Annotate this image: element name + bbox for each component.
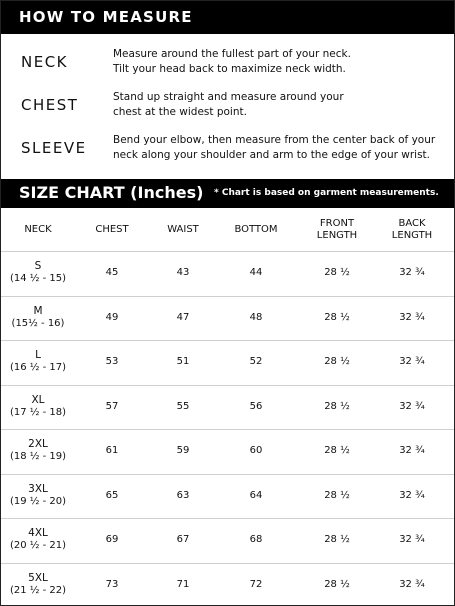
table-cell: 45 [105,267,119,278]
table-cell: 32 ¾ [399,489,425,501]
table-cell: 28 ½ [324,534,350,545]
size-chart-title: SIZE CHART (Inches) [19,183,204,202]
table-cell: 61 [105,445,119,456]
table-cell: 55 [176,400,190,412]
column-header: CHEST [95,224,129,235]
table-cell: 67 [176,534,190,545]
row-divider [1,340,454,341]
table-cell: 28 ½ [324,445,350,456]
column-header: NECK [24,224,52,235]
size-chart-bar: SIZE CHART (Inches) * Chart is based on … [1,179,454,208]
neck-range: (20 ½ - 21) [9,540,67,551]
table-cell: 51 [176,356,190,367]
table-cell: 48 [249,311,263,323]
size-label: S [34,260,42,272]
neck-range: (18 ½ - 19) [9,451,67,462]
neck-range: (19 ½ - 20) [9,495,67,507]
neck-range: (17 ½ - 18) [9,406,67,418]
table-cell: 49 [105,311,119,323]
neck-range: (14 ½ - 15) [9,273,67,284]
size-label: 3XL [28,482,48,495]
neck-range: (15½ - 16) [11,317,65,329]
table-cell: 32 ¾ [399,400,425,412]
row-divider [1,429,454,430]
table-cell: 53 [105,356,119,367]
measure-text: Stand up straight and measure around you… [113,91,344,118]
table-cell: 73 [105,578,119,590]
table-cell: 47 [176,311,190,323]
table-cell: 69 [105,534,119,545]
table-cell: 59 [176,445,190,456]
row-divider [1,562,454,564]
column-header: WAIST [167,224,199,235]
size-chart-note: * Chart is based on garment measurements… [214,188,439,198]
size-label: 5XL [28,571,48,584]
table-cell: 43 [176,267,190,278]
neck-range: (21 ½ - 22) [9,584,67,596]
table-cell: 65 [105,489,119,501]
table-cell: 28 ½ [324,489,350,501]
table-cell: 64 [249,489,263,501]
table-cell: 32 ¾ [399,311,425,323]
column-header: BACK LENGTH [391,218,433,241]
table-cell: 60 [249,445,263,456]
table-cell: 28 ½ [324,356,350,367]
table-cell: 32 ¾ [399,445,425,456]
row-divider [1,473,454,475]
table-cell: 32 ¾ [399,534,425,545]
table-cell: 28 ½ [324,400,350,412]
table-cell: 52 [249,356,263,367]
header-title: HOW TO MEASURE [19,8,193,26]
column-header: BOTTOM [234,224,278,235]
measure-label: NECK [21,53,69,71]
row-divider [1,251,454,252]
table-cell: 56 [249,400,263,412]
measure-label: CHEST [21,96,79,114]
neck-range: (16 ½ - 17) [9,362,67,373]
table-cell: 57 [105,400,119,412]
table-cell: 32 ¾ [399,356,425,367]
size-label: 2XL [28,438,48,450]
table-cell: 72 [249,578,263,590]
header-bar: HOW TO MEASURE [1,1,454,34]
size-label: 4XL [28,527,48,539]
measure-text: Bend your elbow, then measure from the c… [113,134,436,161]
size-label: M [33,304,43,317]
measure-text: Measure around the fullest part of your … [113,48,351,75]
column-header: FRONT LENGTH [316,218,358,241]
row-divider [1,384,454,386]
row-divider [1,518,454,519]
table-cell: 32 ¾ [399,578,425,590]
measure-label: SLEEVE [21,139,87,157]
size-label: XL [31,393,45,406]
table-cell: 71 [176,578,190,590]
row-divider [1,295,454,297]
table-cell: 32 ¾ [399,267,425,278]
table-cell: 28 ½ [324,578,350,590]
table-cell: 63 [176,489,190,501]
table-cell: 28 ½ [324,267,350,278]
table-cell: 68 [249,534,263,545]
table-cell: 44 [249,267,263,278]
size-label: L [35,349,41,361]
table-cell: 28 ½ [324,311,350,323]
